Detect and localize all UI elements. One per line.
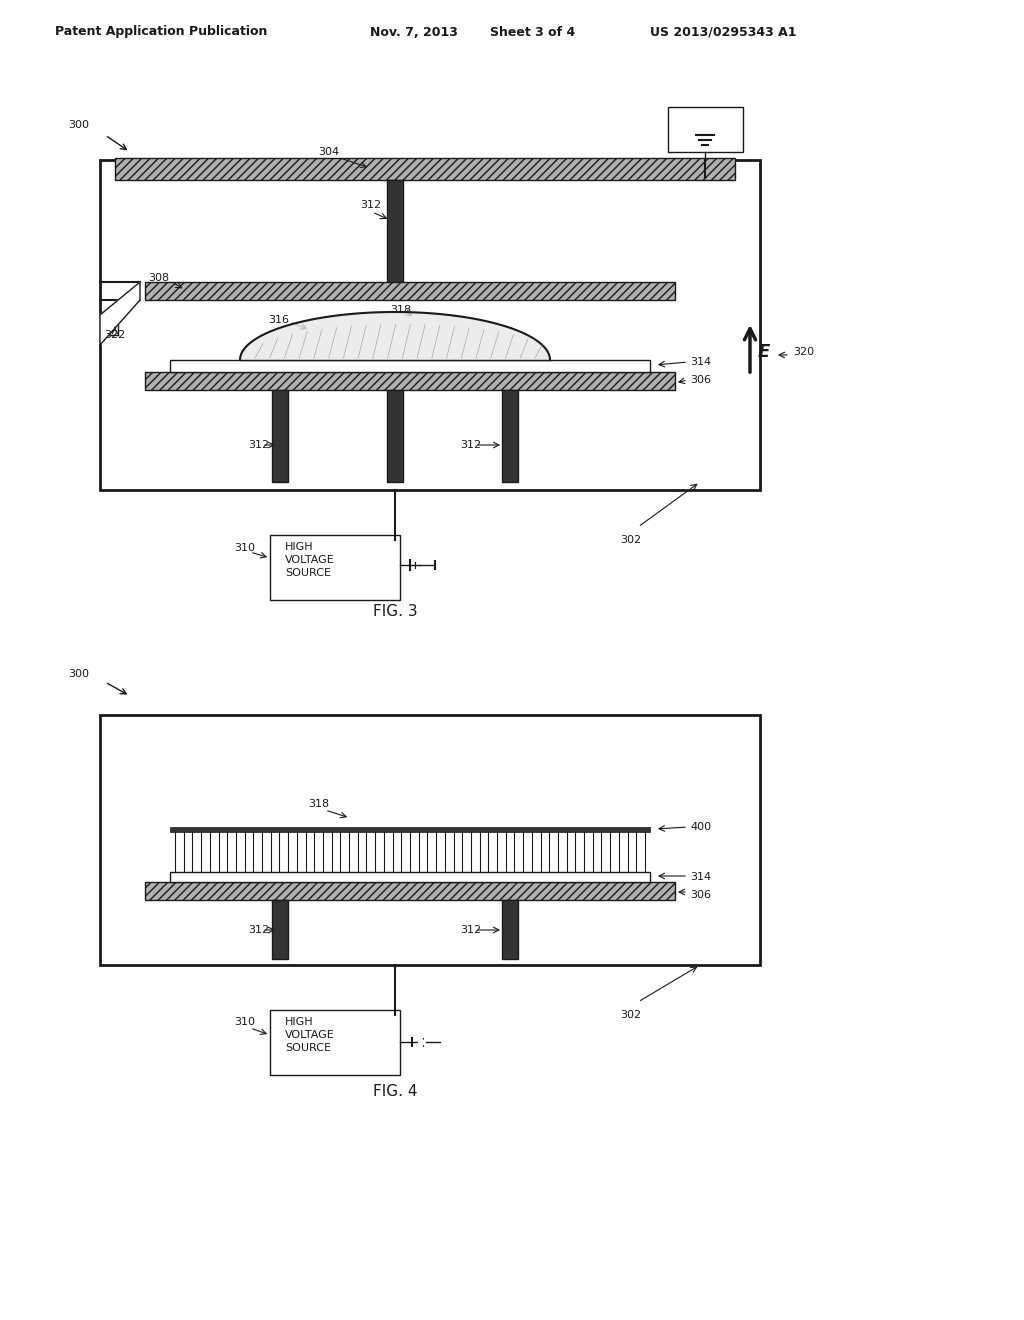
Bar	[272, 389, 288, 482]
Text: 300: 300	[68, 669, 89, 678]
Text: 312: 312	[360, 201, 381, 210]
Text: 312: 312	[460, 925, 481, 935]
Bar	[502, 389, 518, 482]
Text: 310: 310	[234, 1016, 255, 1027]
Text: E: E	[758, 343, 770, 360]
Bar	[270, 1010, 400, 1074]
Text: 300: 300	[68, 120, 89, 129]
Text: 316: 316	[268, 315, 289, 325]
Text: 312: 312	[248, 925, 269, 935]
Text: 302: 302	[620, 535, 641, 545]
Text: 310: 310	[234, 543, 255, 553]
Text: 302: 302	[620, 1010, 641, 1020]
Bar	[387, 389, 403, 482]
Text: VOLTAGE: VOLTAGE	[285, 1030, 335, 1040]
Text: 314: 314	[690, 873, 711, 882]
Text: 318: 318	[308, 799, 329, 809]
Text: 314: 314	[690, 356, 711, 367]
Bar	[145, 372, 675, 389]
Text: Sheet 3 of 4: Sheet 3 of 4	[490, 25, 575, 38]
Text: FIG. 4: FIG. 4	[373, 1085, 417, 1100]
Bar	[387, 180, 403, 285]
Text: VOLTAGE: VOLTAGE	[285, 554, 335, 565]
Text: HIGH: HIGH	[285, 543, 313, 552]
Text: 306: 306	[690, 890, 711, 900]
Text: 320: 320	[793, 347, 814, 356]
Circle shape	[419, 1040, 424, 1044]
Text: 312: 312	[248, 440, 269, 450]
Bar	[100, 160, 760, 490]
Text: 312: 312	[460, 440, 481, 450]
Text: HIGH: HIGH	[285, 1016, 313, 1027]
Bar	[145, 282, 675, 300]
Bar	[502, 900, 518, 960]
Polygon shape	[100, 282, 140, 345]
Text: 322: 322	[104, 330, 125, 341]
Bar	[100, 715, 760, 965]
Polygon shape	[240, 312, 550, 360]
Text: 304: 304	[318, 147, 339, 157]
Text: US 2013/0295343 A1: US 2013/0295343 A1	[650, 25, 797, 38]
Bar	[170, 873, 650, 882]
Bar	[145, 882, 675, 900]
Bar	[170, 828, 650, 832]
Text: 400: 400	[690, 822, 711, 832]
Bar	[115, 158, 735, 180]
Bar	[270, 535, 400, 601]
Bar	[668, 107, 743, 152]
Text: 308: 308	[148, 273, 169, 282]
Text: SOURCE: SOURCE	[285, 1043, 331, 1053]
Text: Patent Application Publication: Patent Application Publication	[55, 25, 267, 38]
Text: Nov. 7, 2013: Nov. 7, 2013	[370, 25, 458, 38]
Bar	[272, 900, 288, 960]
Text: 318: 318	[390, 305, 411, 315]
Text: FIG. 3: FIG. 3	[373, 605, 418, 619]
Bar	[170, 360, 650, 372]
Text: SOURCE: SOURCE	[285, 568, 331, 578]
Text: 306: 306	[690, 375, 711, 385]
